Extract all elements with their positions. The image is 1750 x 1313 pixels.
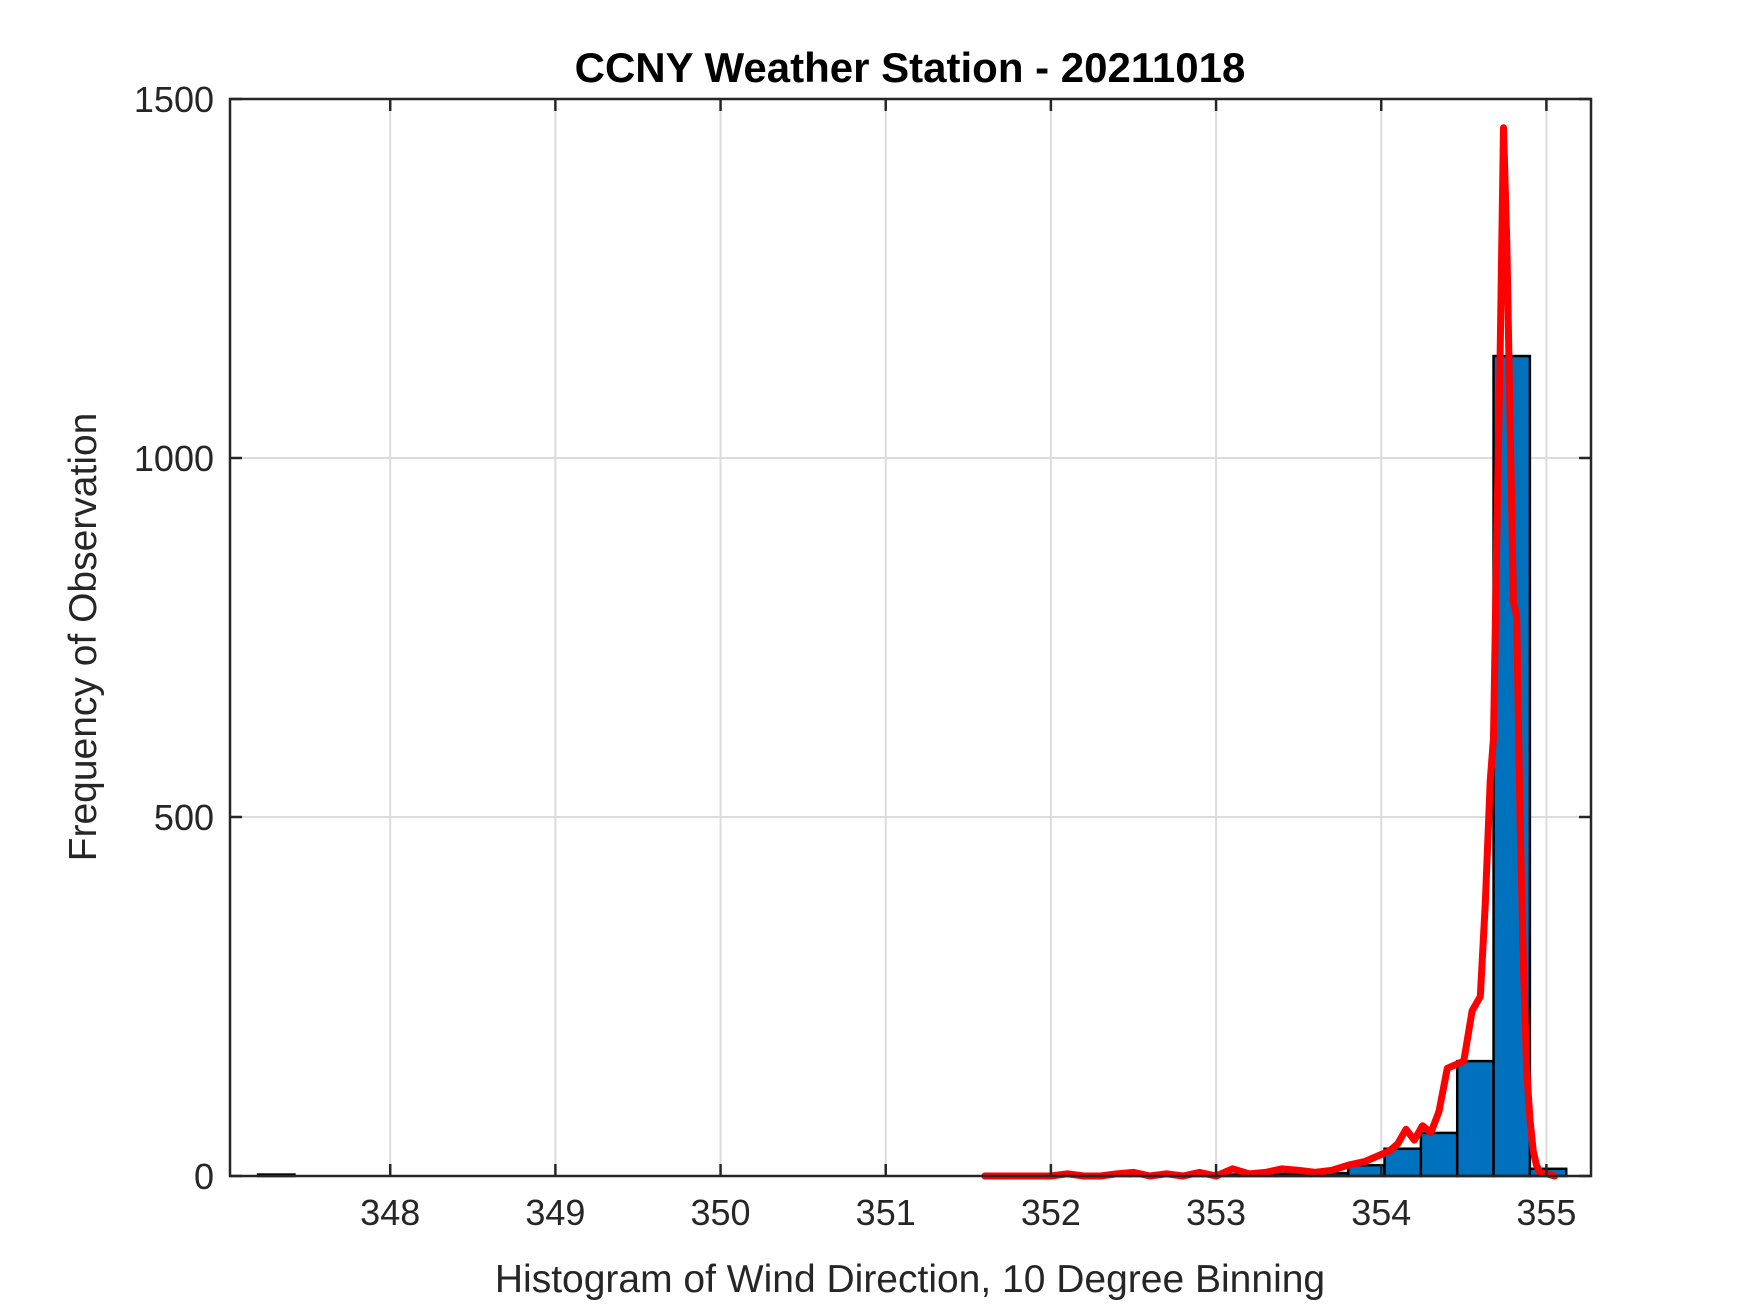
ticks [230,97,1591,1178]
fit-line [981,124,1559,1180]
y-tick-labels: 0 500 1000 1500 [134,79,214,1197]
x-tick-label: 349 [525,1192,585,1233]
fit-line-layer [981,124,1559,1180]
x-tick-label: 350 [691,1192,751,1233]
chart-title: CCNY Weather Station - 20211018 [575,44,1246,91]
x-tick-label: 351 [856,1192,916,1233]
y-tick-label: 0 [194,1156,214,1197]
x-tick-label: 353 [1186,1192,1246,1233]
y-axis-label: Frequency of Observation [62,413,105,862]
x-tick-label: 352 [1021,1192,1081,1233]
x-tick-labels: 348 349 350 351 352 353 354 355 [360,1192,1576,1233]
x-tick-label: 348 [360,1192,420,1233]
histogram-bar [1455,1059,1495,1178]
x-axis-label: Histogram of Wind Direction, 10 Degree B… [495,1258,1325,1301]
axes-box [228,97,1593,1178]
y-tick-label: 1000 [134,438,214,479]
y-tick-label: 1500 [134,79,214,120]
grid [230,99,1591,1176]
x-tick-label: 355 [1516,1192,1576,1233]
x-tick-label: 354 [1351,1192,1411,1233]
histogram-bar [1419,1131,1459,1178]
y-tick-label: 500 [154,797,214,838]
plot-area [230,99,1591,1176]
